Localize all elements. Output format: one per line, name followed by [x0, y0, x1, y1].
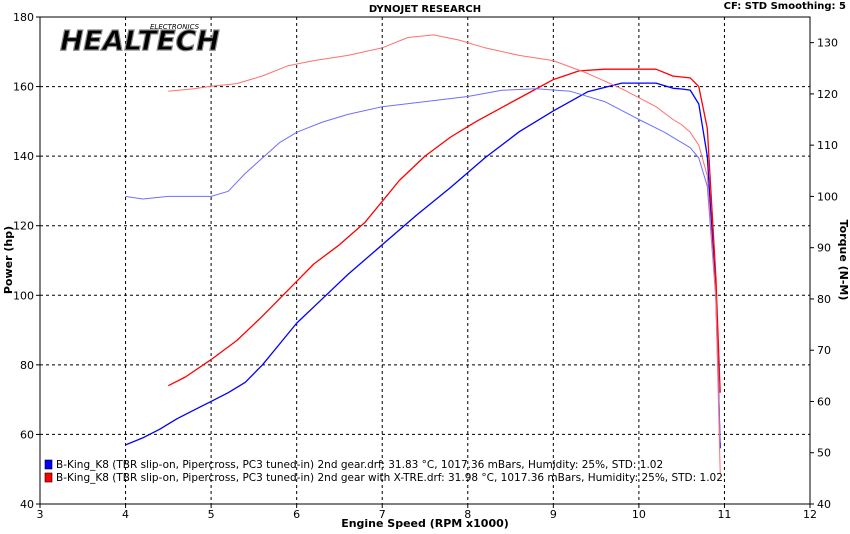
y-right-tick-label: 130 — [817, 37, 838, 50]
chart-title: DYNOJET RESEARCH — [369, 4, 481, 15]
y-axis-right-label: Torque (N-M) — [837, 220, 850, 301]
axis-ticks: 3 4 5 6 7 8 9 10 11 12406080100120140160180405060… — [13, 11, 838, 521]
y-left-tick-label: 60 — [20, 428, 34, 441]
plot-area — [39, 16, 811, 505]
healtech-logo: HEALTECH ELECTRONICS — [59, 23, 220, 58]
x-tick-label: 10 — [632, 508, 646, 521]
series-layer — [125, 34, 721, 474]
legend-swatch — [44, 472, 53, 483]
logo-subtext: ELECTRONICS — [150, 23, 200, 31]
legend-label: B-King_K8 (TBR slip-on, Pipercross, PC3 … — [56, 472, 723, 484]
x-tick-label: 9 — [550, 508, 557, 521]
y-right-tick-label: 70 — [817, 344, 831, 357]
y-left-tick-label: 140 — [13, 150, 34, 163]
y-right-tick-label: 90 — [817, 242, 831, 255]
x-tick-label: 3 — [37, 508, 44, 521]
legend-label: B-King_K8 (TBR slip-on, Pipercross, PC3 … — [56, 459, 663, 471]
y-right-tick-label: 50 — [817, 447, 831, 460]
y-left-tick-label: 40 — [20, 498, 34, 511]
y-right-tick-label: 100 — [817, 190, 838, 203]
x-tick-label: 7 — [379, 508, 386, 521]
y-right-tick-label: 40 — [817, 498, 831, 511]
series-power-line-0 — [125, 82, 721, 449]
y-left-tick-label: 120 — [13, 220, 34, 233]
x-tick-label: 6 — [293, 508, 300, 521]
y-axis-left-label: Power (hp) — [2, 226, 15, 294]
legend-swatch — [44, 459, 53, 470]
series-torque-line-3 — [168, 34, 721, 474]
x-tick-label: 12 — [803, 508, 817, 521]
y-right-tick-label: 120 — [817, 88, 838, 101]
chart-conditions: CF: STD Smoothing: 5 — [724, 1, 846, 12]
x-tick-label: 4 — [122, 508, 129, 521]
x-tick-label: 5 — [208, 508, 215, 521]
x-tick-label: 11 — [717, 508, 731, 521]
legend: B-King_K8 (TBR slip-on, Pipercross, PC3 … — [44, 459, 723, 484]
y-left-tick-label: 100 — [13, 289, 34, 302]
x-tick-label: 8 — [464, 508, 471, 521]
series-torque-line-2 — [125, 88, 721, 443]
y-right-tick-label: 110 — [817, 139, 838, 152]
y-right-tick-label: 80 — [817, 293, 831, 306]
y-right-tick-label: 60 — [817, 395, 831, 408]
y-left-tick-label: 180 — [13, 11, 34, 24]
logo-text: HEALTECH — [60, 24, 220, 57]
y-left-tick-label: 80 — [20, 359, 34, 372]
series-power-line-1 — [168, 68, 721, 393]
x-axis-label: Engine Speed (RPM x1000) — [341, 517, 509, 530]
y-left-tick-label: 160 — [13, 81, 34, 94]
